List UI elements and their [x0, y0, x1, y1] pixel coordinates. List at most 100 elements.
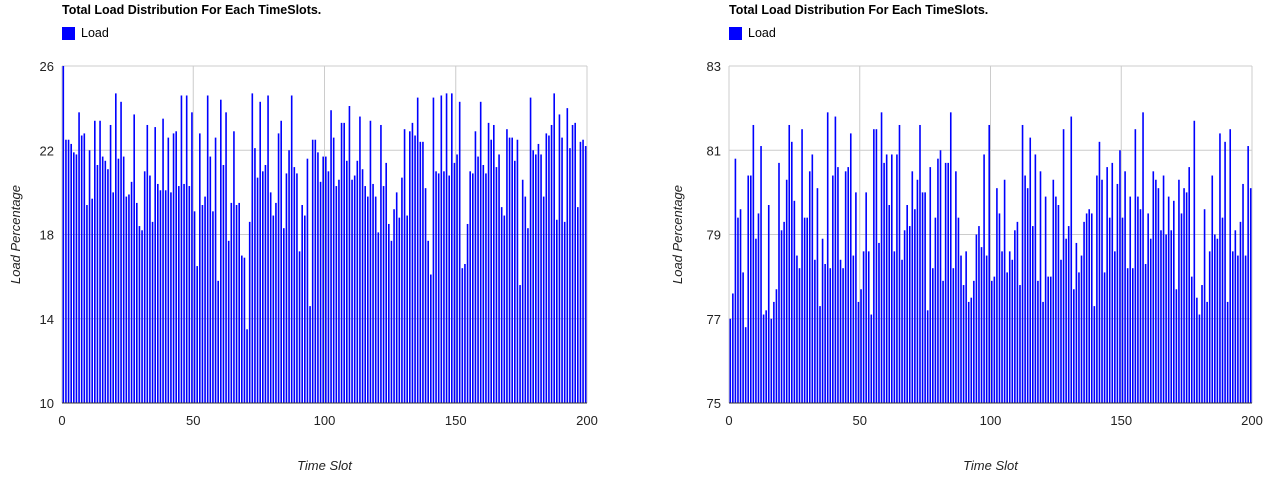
bar	[577, 207, 579, 403]
bar	[283, 228, 285, 403]
bar	[873, 129, 875, 403]
bar	[808, 171, 811, 403]
bar	[196, 266, 198, 403]
bar	[906, 205, 908, 403]
bar	[214, 137, 217, 404]
bar	[201, 205, 204, 403]
bar	[819, 306, 821, 403]
bar	[128, 194, 130, 403]
bar	[241, 255, 243, 403]
bar	[348, 106, 351, 404]
bar	[309, 306, 311, 403]
chart-panel-right: Total Load Distribution For Each TimeSlo…	[668, 0, 1273, 479]
bar	[432, 97, 435, 403]
bar	[970, 297, 973, 403]
bar	[180, 95, 183, 404]
bar	[749, 175, 752, 403]
bar	[411, 122, 414, 404]
bar	[855, 192, 857, 403]
bar	[380, 124, 382, 403]
bar	[122, 156, 125, 403]
y-tick-label: 14	[40, 312, 54, 327]
bar	[742, 272, 744, 403]
x-tick-label: 0	[725, 413, 732, 428]
bar	[500, 207, 503, 403]
bar	[757, 213, 760, 403]
bar	[1178, 179, 1180, 403]
bar	[220, 99, 222, 403]
bar	[490, 139, 492, 403]
bar	[860, 289, 862, 403]
bar	[227, 240, 230, 403]
bar	[752, 124, 755, 403]
bar	[269, 192, 272, 403]
x-tick-label: 0	[58, 413, 65, 428]
bar	[980, 247, 983, 403]
bar	[498, 154, 500, 403]
bar	[80, 135, 83, 403]
legend: Load	[62, 26, 109, 40]
bar	[120, 101, 122, 404]
bar	[296, 173, 298, 403]
bar	[765, 310, 767, 403]
chart-title: Total Load Distribution For Each TimeSlo…	[729, 3, 989, 17]
bar	[1114, 251, 1116, 403]
bar	[99, 120, 101, 403]
bar	[542, 196, 545, 403]
bar	[1221, 217, 1224, 403]
y-axis-title: Load Percentage	[8, 185, 23, 284]
bar	[535, 154, 537, 403]
legend-swatch	[62, 26, 75, 40]
bar	[1201, 285, 1203, 403]
bar	[209, 156, 212, 403]
bar	[870, 314, 873, 403]
bar	[852, 255, 855, 403]
bar	[527, 228, 529, 403]
bar	[280, 120, 282, 403]
bar	[1173, 200, 1175, 403]
bar	[96, 164, 99, 403]
bar	[1216, 238, 1219, 403]
bar	[204, 196, 206, 403]
bar	[477, 156, 479, 403]
bar-chart-right: 75 77 79 81 83 0 50 100 150 200 Load Percentage Tim…	[670, 59, 1263, 473]
bar	[798, 268, 801, 403]
bar	[988, 124, 991, 403]
bar	[1080, 255, 1083, 403]
bar	[487, 122, 490, 404]
bar	[1088, 209, 1091, 403]
bar	[755, 238, 757, 403]
bar	[448, 175, 450, 403]
bar	[1226, 301, 1229, 403]
bar	[217, 280, 219, 403]
bar	[857, 301, 860, 403]
bar	[151, 221, 154, 403]
bar	[225, 112, 227, 404]
bar	[154, 127, 156, 404]
bar	[1085, 213, 1088, 403]
bar	[409, 131, 411, 403]
bar	[1190, 276, 1193, 403]
bar	[561, 137, 563, 404]
bar	[744, 327, 747, 403]
bar	[125, 196, 128, 403]
bar	[921, 192, 924, 403]
bar	[973, 280, 975, 403]
bar	[737, 217, 739, 403]
bar	[199, 133, 201, 403]
bar	[272, 215, 275, 403]
bar	[382, 186, 385, 403]
bar	[556, 219, 558, 403]
bar	[1073, 289, 1075, 403]
legend-swatch	[729, 26, 742, 40]
bar	[521, 179, 524, 403]
legend-label: Load	[748, 26, 776, 40]
bar	[1098, 141, 1101, 403]
bar	[903, 230, 906, 403]
bar	[319, 181, 322, 403]
bar	[584, 146, 587, 403]
bar	[1219, 133, 1221, 403]
bar	[1108, 217, 1111, 403]
bar	[1103, 272, 1106, 403]
bar	[990, 280, 993, 403]
